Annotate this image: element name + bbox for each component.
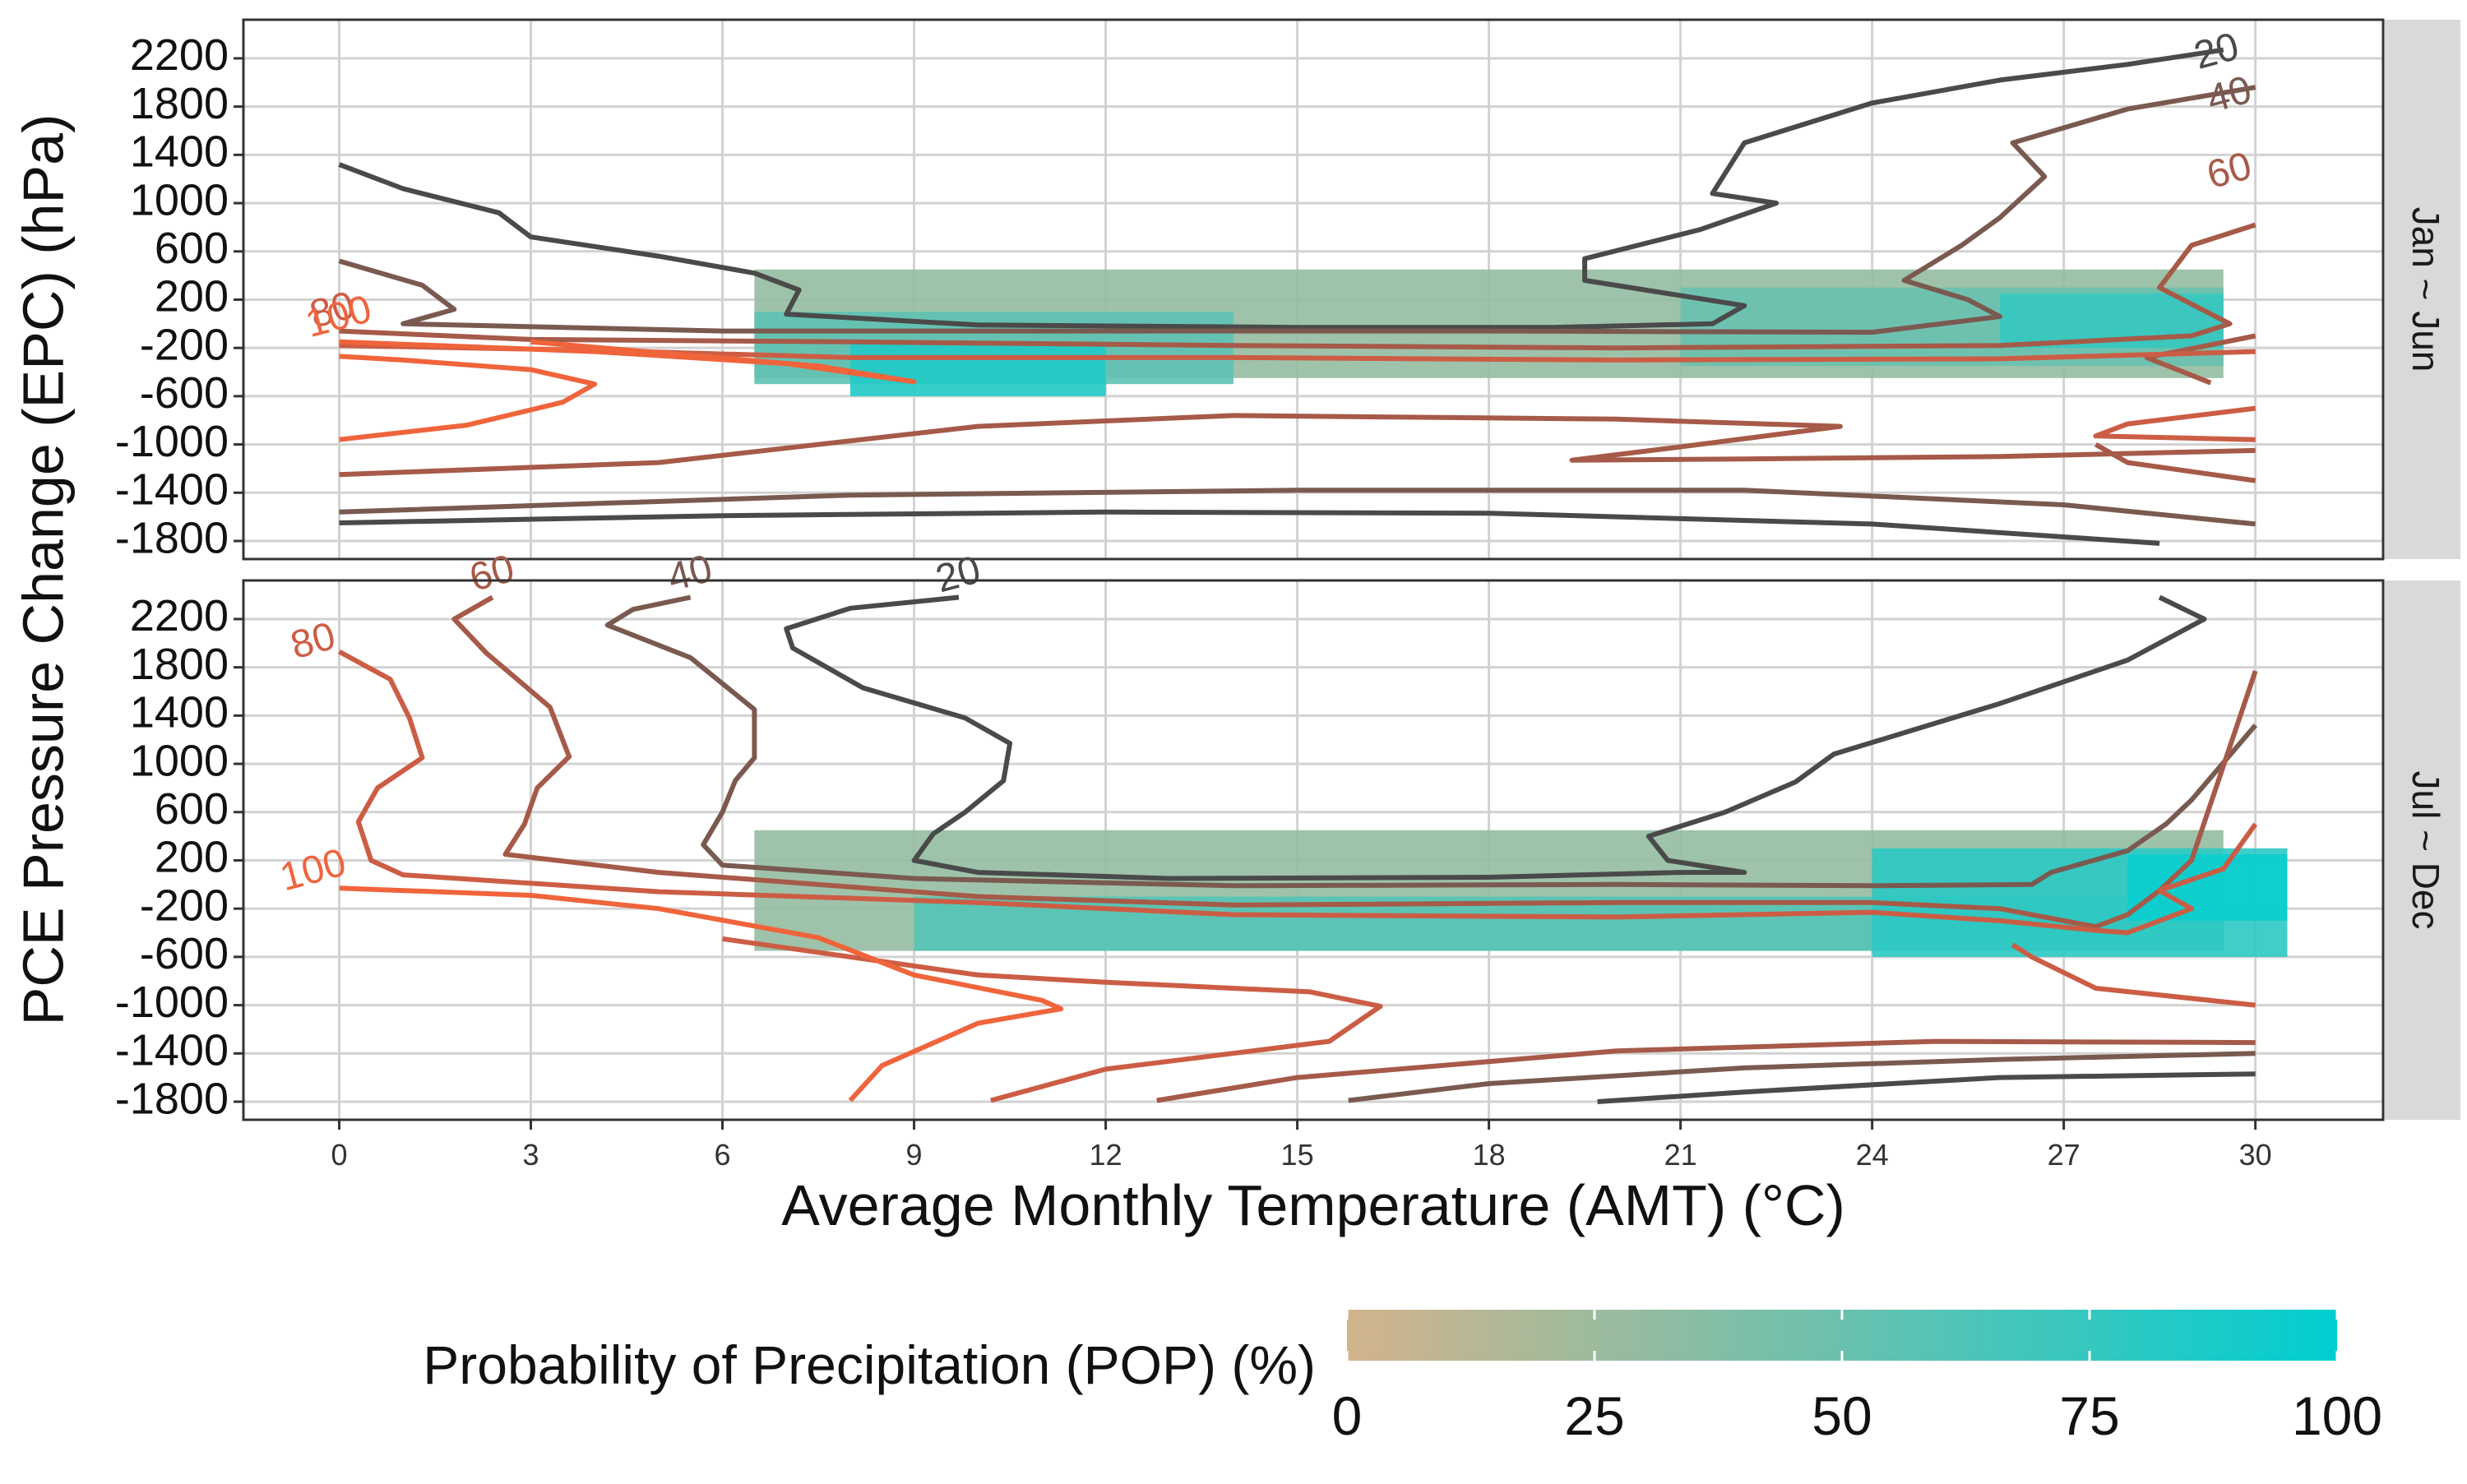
panel-border bbox=[242, 579, 2385, 1121]
y-tick-label: 200 bbox=[155, 833, 229, 882]
y-tick-label: -1800 bbox=[115, 513, 229, 562]
x-axis-title: Average Monthly Temperature (AMT) (°C) bbox=[781, 1173, 1845, 1237]
contour-line-20 bbox=[784, 594, 2207, 881]
y-tick-label: 1400 bbox=[130, 688, 229, 737]
y-tick-label: 1400 bbox=[130, 127, 229, 177]
facet-strip bbox=[2385, 580, 2460, 1120]
y-tick-label: -1400 bbox=[115, 1026, 229, 1075]
y-tick-label: 2200 bbox=[130, 30, 229, 80]
legend-tick-label: 50 bbox=[1812, 1385, 1872, 1446]
y-tick-label: 1000 bbox=[130, 175, 229, 224]
legend-tick-label: 100 bbox=[2292, 1385, 2382, 1446]
y-tick-label: 1800 bbox=[130, 640, 229, 689]
contour-line-80 bbox=[338, 649, 2258, 936]
y-tick-label: -1800 bbox=[115, 1074, 229, 1123]
x-tick-label: 24 bbox=[1856, 1138, 1889, 1172]
facet-strip bbox=[2385, 20, 2460, 559]
legend-tick-label: 25 bbox=[1564, 1385, 1624, 1446]
y-tick-label: -200 bbox=[140, 881, 229, 930]
y-tick-label: -1400 bbox=[115, 465, 229, 515]
y-tick-label: 1800 bbox=[130, 79, 229, 128]
legend-title: Probability of Precipitation (POP) (%) bbox=[423, 1334, 1316, 1395]
contour-line-60 bbox=[451, 594, 2258, 930]
contour-line-80 bbox=[2093, 405, 2256, 442]
contour-line-20 bbox=[339, 509, 2160, 546]
contour-line-40 bbox=[1348, 1051, 2256, 1103]
x-tick-label: 15 bbox=[1281, 1138, 1314, 1172]
legend-tick-label: 75 bbox=[2059, 1385, 2119, 1446]
facet-strip-label: Jan ~ Jun bbox=[2405, 207, 2447, 372]
contour-line-80 bbox=[722, 936, 1383, 1103]
facet-strip-label: Jul ~ Dec bbox=[2405, 770, 2447, 929]
contour-line-60 bbox=[339, 413, 2256, 478]
heat-tile bbox=[849, 341, 1106, 396]
y-tick-label: 1000 bbox=[130, 736, 229, 785]
y-tick-label: -200 bbox=[140, 320, 229, 369]
x-tick-label: 27 bbox=[2048, 1138, 2081, 1172]
x-tick-label: 18 bbox=[1473, 1138, 1506, 1172]
contour-line-60 bbox=[1156, 1038, 2256, 1103]
y-tick-label: -1000 bbox=[115, 978, 229, 1027]
x-tick-label: 21 bbox=[1664, 1138, 1697, 1172]
contour-line-60 bbox=[2144, 333, 2256, 386]
contour-line-40 bbox=[339, 488, 2256, 527]
heat-tile bbox=[2127, 854, 2288, 921]
panel-border bbox=[242, 18, 2385, 561]
contour-line-20 bbox=[1597, 1071, 2256, 1104]
x-tick-label: 9 bbox=[906, 1138, 923, 1172]
contour-line-60 bbox=[339, 222, 2256, 351]
x-tick-label: 0 bbox=[331, 1138, 347, 1172]
contour-line-40 bbox=[604, 594, 2257, 889]
y-tick-label: -600 bbox=[140, 368, 229, 418]
contour-line-60 bbox=[2094, 442, 2256, 483]
contour-line-100 bbox=[339, 885, 1064, 1103]
y-tick-label: 200 bbox=[155, 272, 229, 321]
y-axis-title: PCE Pressure Change (EPC) (hPa) bbox=[11, 114, 75, 1026]
y-tick-label: 600 bbox=[155, 224, 229, 273]
y-tick-label: 600 bbox=[155, 784, 229, 834]
y-tick-label: -600 bbox=[140, 929, 229, 978]
x-tick-label: 30 bbox=[2239, 1138, 2272, 1172]
legend-tick-label: 0 bbox=[1332, 1385, 1363, 1446]
x-tick-label: 6 bbox=[715, 1138, 731, 1172]
y-tick-label: 2200 bbox=[130, 591, 229, 640]
contour-line-20 bbox=[338, 47, 2224, 331]
x-tick-label: 12 bbox=[1090, 1138, 1122, 1172]
x-tick-label: 3 bbox=[523, 1138, 539, 1172]
contour-line-80 bbox=[2011, 942, 2256, 1008]
contour-line-100 bbox=[339, 339, 917, 385]
contour-line-40 bbox=[338, 85, 2256, 335]
contour-line-100 bbox=[339, 354, 598, 442]
y-tick-label: -1000 bbox=[115, 417, 229, 466]
